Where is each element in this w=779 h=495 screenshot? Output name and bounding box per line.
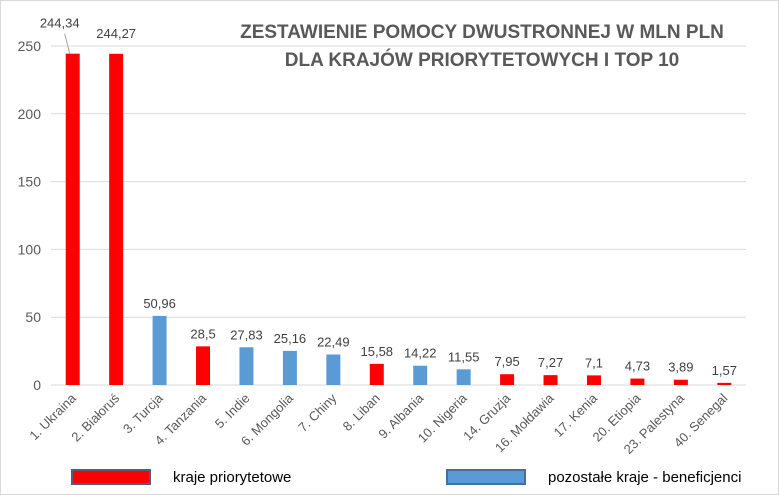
bar [196,346,211,385]
x-tick-label: 2. Białoruś [68,390,122,444]
legend-item-other: pozostałe kraje - beneficjenci [446,467,741,487]
legend-swatch-other [446,469,526,485]
bar [673,379,688,385]
legend-swatch-priority [71,469,151,485]
y-tick-label: 200 [18,106,42,122]
data-label: 15,58 [361,344,394,359]
data-label: 14,22 [404,346,437,361]
data-label: 3,89 [668,360,693,375]
bar [369,363,384,385]
bar [282,350,297,385]
data-label: 28,5 [190,326,215,341]
data-label: 50,96 [143,296,176,311]
legend-item-priority: kraje priorytetowe [71,467,291,487]
data-label: 4,73 [625,359,650,374]
y-tick-label: 250 [18,38,42,54]
bar [109,53,124,386]
data-label: 244,27 [96,26,136,41]
data-label: 244,34 [40,16,80,31]
bar [630,378,645,385]
bar [65,53,80,386]
bar [326,354,341,385]
leader-line [64,33,71,54]
x-tick-label: 7. Chiny [295,390,340,435]
legend-label-other: pozostałe kraje - beneficjenci [548,468,742,486]
y-tick-label: 50 [25,309,41,325]
data-label: 22,49 [317,335,350,350]
legend-label-priority: kraje priorytetowe [173,468,292,486]
data-label: 25,16 [274,331,307,346]
bar [586,375,601,385]
data-label: 11,55 [448,349,480,364]
data-label: 1,57 [712,363,737,378]
x-tick-label: 5. Indie [212,391,253,432]
data-label: 7,27 [538,355,563,370]
bar [456,369,471,385]
title-line-1: ZESTAWIENIE POMOCY DWUSTRONNEJ W MLN PLN [240,22,724,43]
bar [500,374,515,385]
bar [239,347,254,385]
y-tick-label: 0 [33,377,41,393]
bar [543,375,558,385]
bar [717,382,732,385]
data-label: 7,95 [494,354,519,369]
y-tick-label: 150 [18,174,42,190]
bar [413,365,428,385]
data-label: 7,1 [585,355,603,370]
y-tick-label: 100 [18,241,42,257]
data-label: 27,83 [230,327,263,342]
x-tick-label: 8. Liban [340,391,383,434]
title-line-2: DLA KRAJÓW PRIORYTETOWYCH I TOP 10 [284,50,680,71]
chart-title: ZESTAWIENIE POMOCY DWUSTRONNEJ W MLN PLN… [222,19,742,75]
bar [152,315,167,385]
